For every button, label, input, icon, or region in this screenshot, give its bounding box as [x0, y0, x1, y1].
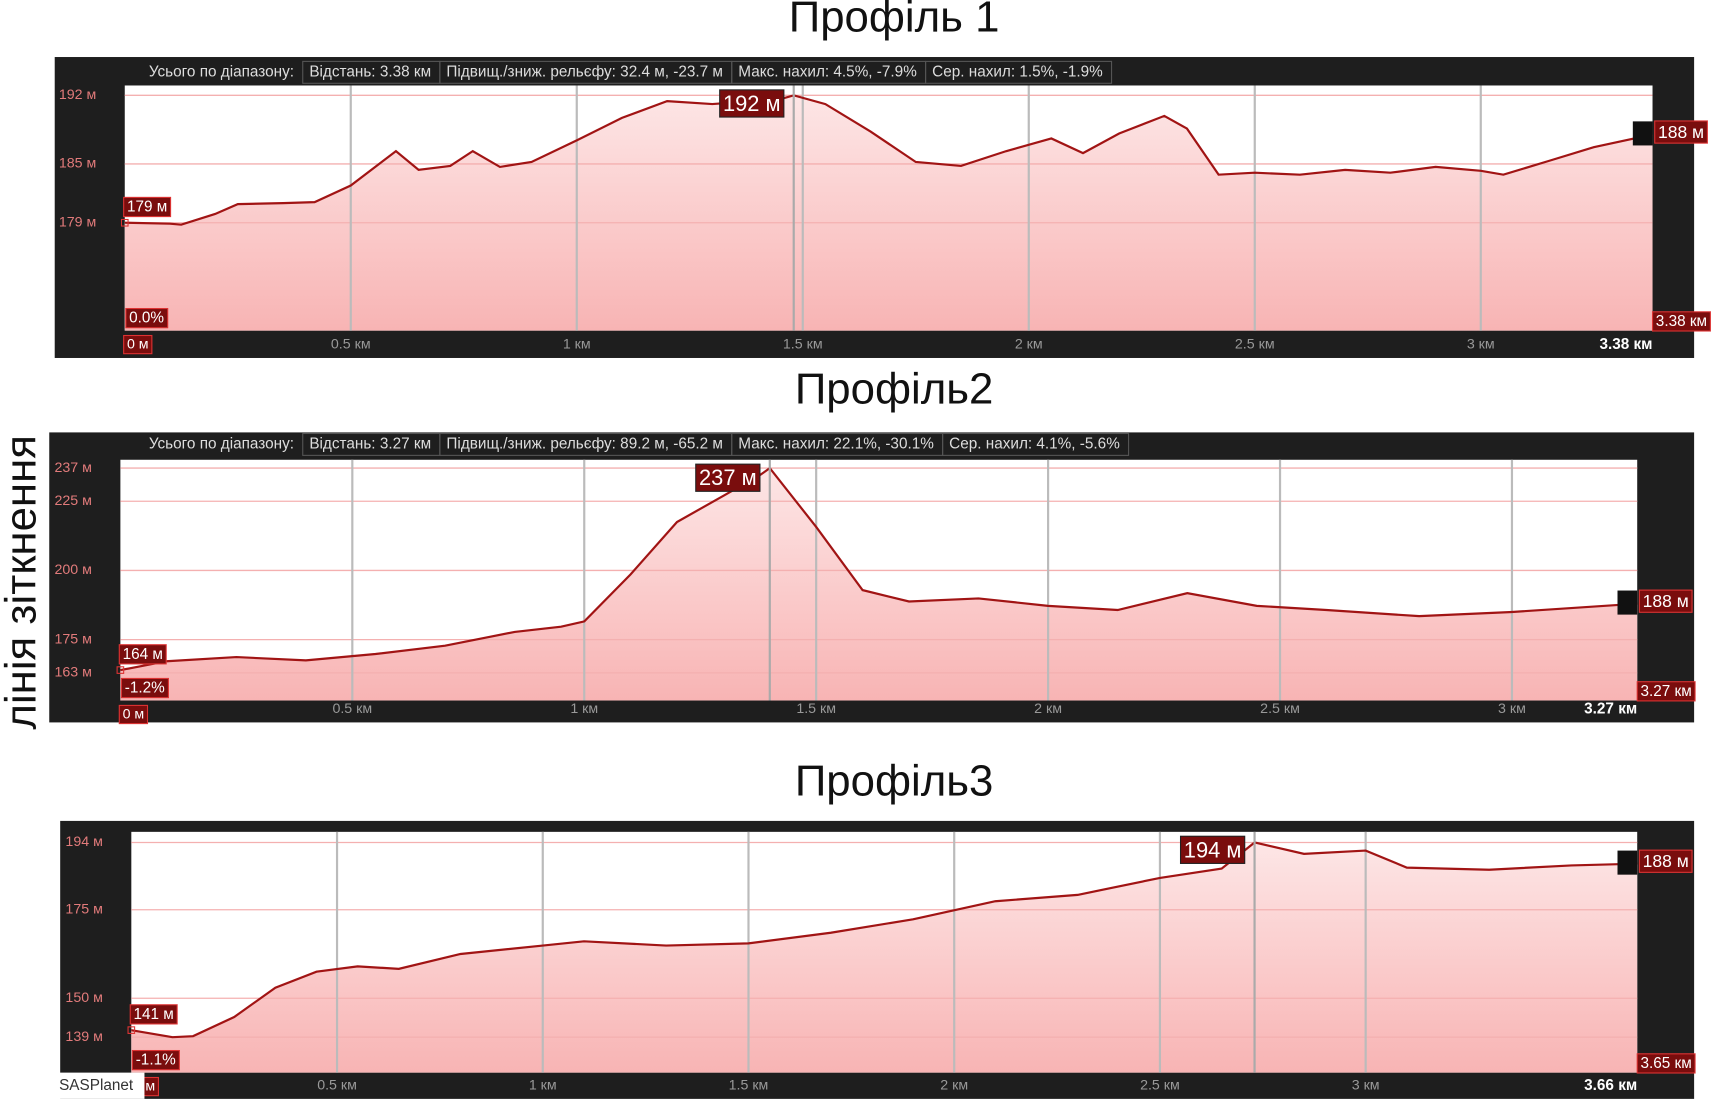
stat: Відстань: 3.27 км: [309, 435, 431, 452]
y-tick-label: 237 м: [54, 460, 91, 476]
start-label: 179 м: [127, 198, 167, 215]
x-tick-label: 0.5 км: [332, 701, 372, 717]
max-label-box: [695, 463, 761, 492]
end-label: 188 м: [1643, 591, 1689, 611]
line: [120, 466, 1638, 672]
y-tick-label: 192 м: [59, 87, 96, 103]
stat: Усього по діапазону:: [149, 63, 294, 80]
watermark: SASPlanet: [59, 1077, 134, 1094]
area: [120, 468, 1638, 701]
end-label: 188 м: [1658, 122, 1704, 142]
end-label: 188 м: [1643, 851, 1689, 871]
x-tick-label: 1 км: [563, 337, 591, 353]
stat: Макс. нахил: 22.1%, -30.1%: [738, 435, 934, 452]
y-tick-label: 175 м: [54, 631, 91, 647]
start-marker: [127, 1026, 136, 1034]
x-tick-label: 2.5 км: [1260, 701, 1300, 717]
start-marker: [116, 666, 125, 674]
x-tick-label-box: [123, 334, 153, 355]
distance-label-box: [1636, 681, 1696, 702]
max-label-box: [1179, 835, 1246, 864]
distance-label: 3.27 км: [1640, 683, 1691, 700]
max-label: 237 м: [699, 465, 757, 490]
max-label: 194 м: [1184, 837, 1242, 862]
stat-box: [942, 432, 1130, 456]
line: [124, 94, 1653, 226]
y-tick-label: 185 м: [59, 156, 96, 172]
x-tick-label: 3.27 км: [1584, 700, 1637, 717]
stat: Підвищ./зниж. рельєфу: 32.4 м, -23.7 м: [446, 63, 723, 80]
x-tick-label: 1.5 км: [796, 701, 836, 717]
x-tick-label: 3 км: [1498, 701, 1526, 717]
x-tick-label: 0 м: [123, 707, 145, 723]
x-tick-label: 2 км: [940, 1078, 968, 1094]
x-tick-label: 2.5 км: [1235, 337, 1275, 353]
y-tick-label: 150 м: [65, 990, 102, 1006]
area: [124, 95, 1653, 331]
x-tick-label: 1.5 км: [783, 337, 823, 353]
x-tick-label: 2.5 км: [1140, 1078, 1180, 1094]
x-tick-label: 3 км: [1467, 337, 1495, 353]
watermark-box: [54, 1072, 145, 1099]
slope-label: -1.2%: [125, 680, 165, 697]
x-tick-label: 3 км: [1352, 1078, 1380, 1094]
x-tick-label: 1.5 км: [729, 1078, 769, 1094]
stat: Сер. нахил: 1.5%, -1.9%: [932, 63, 1103, 80]
y-tick-label: 194 м: [65, 834, 102, 850]
chart-title: Профіль3: [795, 756, 994, 805]
stat: Усього по діапазону:: [149, 435, 294, 452]
slope-label-box: [131, 1049, 180, 1071]
x-tick-label: 0.5 км: [317, 1078, 357, 1094]
y-tick-label: 175 м: [65, 901, 102, 917]
start-label-box: [123, 196, 172, 218]
x-tick-label: 3.38 км: [1599, 336, 1652, 353]
start-marker: [120, 218, 129, 227]
stat: Сер. нахил: 4.1%, -5.6%: [949, 435, 1120, 452]
chart-title: Профіль 1: [789, 0, 1000, 41]
area: [131, 842, 1638, 1073]
y-tick-label: 163 м: [54, 665, 91, 681]
slope-label-box: [125, 307, 169, 329]
start-label-box: [118, 644, 167, 665]
end-label-box: [1654, 120, 1708, 144]
stat-box: [925, 60, 1113, 84]
distance-label-box: [1651, 311, 1711, 332]
distance-label-box: [1636, 1053, 1696, 1074]
start-label: 141 м: [134, 1006, 174, 1023]
x-tick-label: 0.5 км: [331, 337, 371, 353]
line: [131, 841, 1638, 1039]
end-marker: [1632, 121, 1653, 146]
y-tick-label: 179 м: [59, 215, 96, 231]
y-tick-label: 225 м: [54, 493, 91, 509]
x-tick-label: 1 км: [529, 1078, 557, 1094]
end-label-box: [1638, 849, 1693, 873]
end-marker: [1617, 590, 1638, 615]
stat: Відстань: 3.38 км: [309, 63, 431, 80]
y-axis-label: лінія зіткнення: [0, 435, 46, 730]
x-tick-label: 2 км: [1015, 337, 1043, 353]
start-label: 164 м: [123, 646, 163, 663]
y-tick-label: 139 м: [65, 1029, 102, 1045]
stat: Підвищ./зниж. рельєфу: 89.2 м, -65.2 м: [446, 435, 723, 452]
distance-label: 3.38 км: [1656, 313, 1707, 330]
max-label: 192 м: [723, 91, 781, 116]
x-tick-label: 1 км: [570, 701, 598, 717]
chart-title: Профіль2: [795, 364, 994, 413]
start-label-box: [129, 1004, 178, 1025]
end-marker: [1617, 850, 1638, 875]
slope-label: -1.1%: [136, 1052, 176, 1069]
x-tick-label: 0 м: [127, 337, 149, 353]
stat: Макс. нахил: 4.5%, -7.9%: [738, 63, 917, 80]
x-tick-label: 2 км: [1034, 701, 1062, 717]
slope-label-box: [120, 677, 169, 699]
y-tick-label: 200 м: [54, 562, 91, 578]
x-tick-label-box: [118, 704, 149, 725]
slope-label: 0.0%: [129, 310, 164, 327]
distance-label: 3.65 км: [1640, 1055, 1691, 1072]
max-label-box: [719, 89, 785, 118]
end-label-box: [1638, 589, 1693, 613]
x-tick-label: 3.66 км: [1584, 1077, 1637, 1094]
